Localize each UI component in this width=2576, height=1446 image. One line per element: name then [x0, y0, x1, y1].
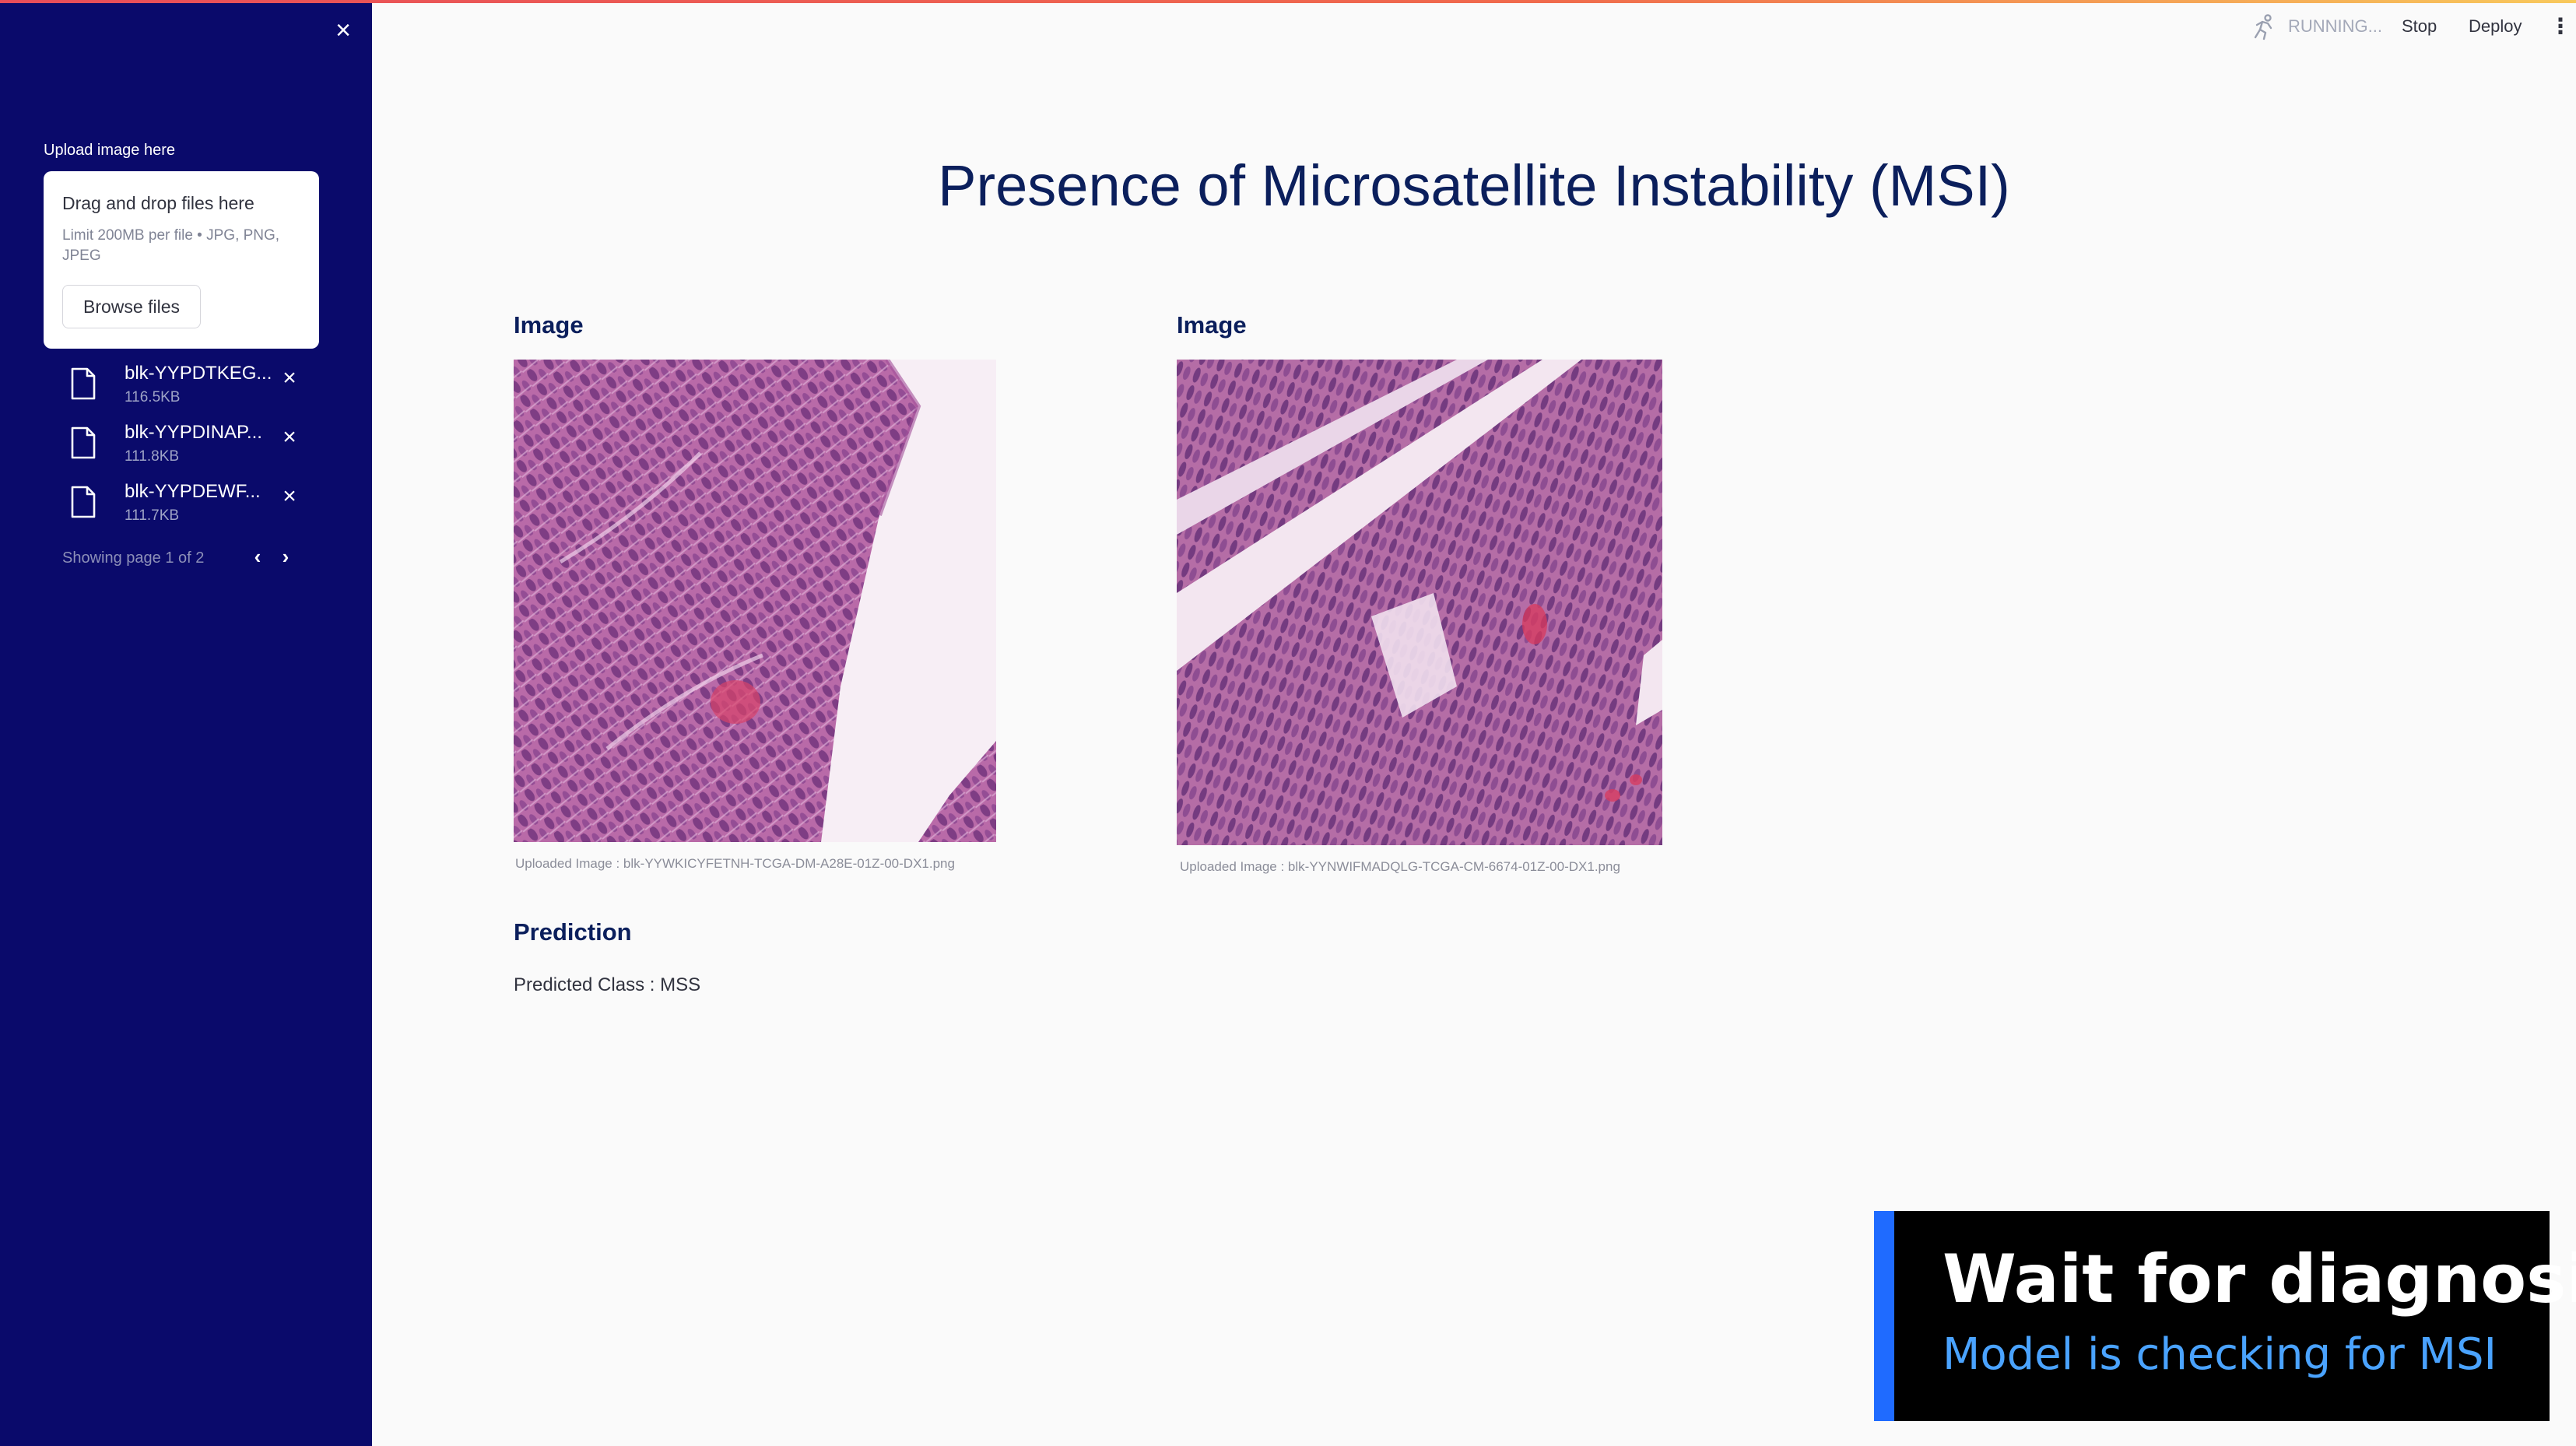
file-icon: [71, 426, 96, 459]
file-icon: [71, 486, 96, 518]
deploy-button[interactable]: Deploy: [2469, 16, 2522, 36]
uploaded-file-item: blk-YYPDTKEG... 116.5KB ×: [65, 363, 314, 412]
sidebar: × Upload image here Drag and drop files …: [0, 0, 372, 1446]
upload-label: Upload image here: [44, 142, 175, 159]
close-sidebar-icon[interactable]: ×: [335, 16, 351, 45]
file-size: 111.7KB: [125, 507, 180, 524]
file-dropzone[interactable]: Drag and drop files here Limit 200MB per…: [44, 171, 319, 349]
chevron-left-icon[interactable]: ‹: [254, 545, 261, 568]
image-heading: Image: [1177, 311, 1247, 339]
overlay-subtitle: Model is checking for MSI: [1943, 1329, 2497, 1380]
uploaded-file-item: blk-YYPDEWF... 111.7KB ×: [65, 481, 314, 531]
image-caption: Uploaded Image : blk-YYWKICYFETNH-TCGA-D…: [515, 856, 955, 871]
remove-file-icon[interactable]: ×: [283, 365, 297, 391]
file-size: 111.8KB: [125, 448, 180, 465]
remove-file-icon[interactable]: ×: [283, 424, 297, 450]
page-title: Presence of Microsatellite Instability (…: [938, 153, 2010, 218]
dropzone-limit: Limit 200MB per file • JPG, PNG, JPEG: [62, 227, 280, 264]
pagination-text: Showing page 1 of 2: [62, 549, 205, 567]
image-caption: Uploaded Image : blk-YYNWIFMADQLG-TCGA-C…: [1180, 859, 1620, 874]
dropzone-title: Drag and drop files here: [62, 193, 254, 213]
image-heading: Image: [514, 311, 584, 339]
file-name: blk-YYPDINAP...: [125, 422, 262, 443]
file-name: blk-YYPDTKEG...: [125, 363, 272, 384]
stop-button[interactable]: Stop: [2402, 16, 2437, 36]
top-progress-line: [0, 0, 2576, 3]
file-size: 116.5KB: [125, 389, 181, 405]
kebab-menu-icon[interactable]: ⋮: [2550, 14, 2571, 38]
remove-file-icon[interactable]: ×: [283, 483, 297, 509]
prediction-result: Predicted Class : MSS: [514, 974, 701, 995]
caption-overlay: Wait for diagnosis Model is checking for…: [1874, 1211, 2576, 1421]
running-status: RUNNING...: [2288, 16, 2382, 36]
overlay-title: Wait for diagnosis: [1943, 1241, 2576, 1318]
tissue-image: [1177, 360, 1662, 845]
prediction-heading: Prediction: [514, 918, 632, 946]
browse-files-button[interactable]: Browse files: [62, 285, 201, 328]
accent-bar: [1874, 1211, 1894, 1421]
uploaded-file-item: blk-YYPDINAP... 111.8KB ×: [65, 422, 314, 472]
file-name: blk-YYPDEWF...: [125, 481, 261, 502]
tissue-image: [514, 360, 996, 842]
chevron-right-icon[interactable]: ›: [282, 545, 290, 568]
file-icon: [71, 367, 96, 400]
running-man-icon: [2254, 14, 2272, 40]
